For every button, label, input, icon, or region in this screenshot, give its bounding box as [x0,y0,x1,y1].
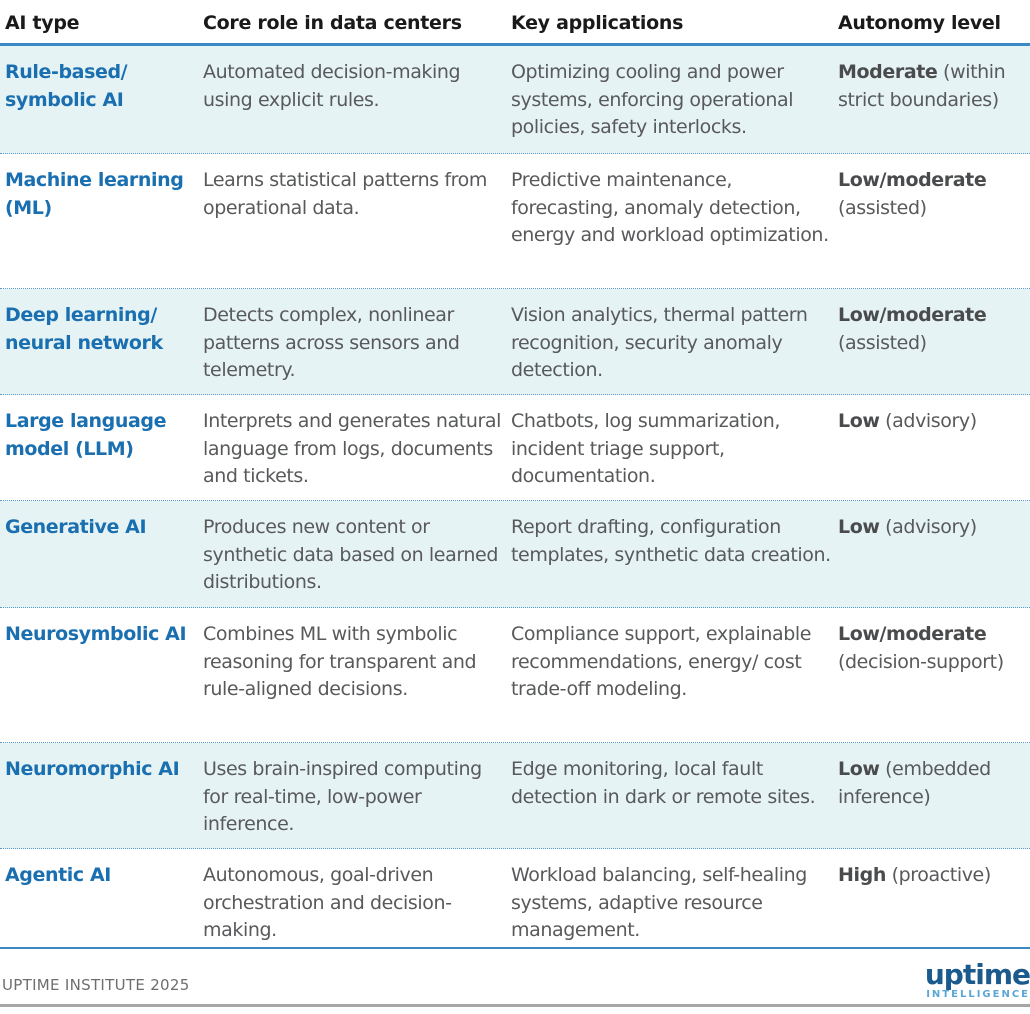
cell-ai-type: Machine learning (ML) [5,169,184,219]
cell-ai-type: Neurosymbolic AI [5,623,187,645]
cell-key-applications: Workload balancing, self-healing systems… [511,864,807,941]
cell-core-role: Uses brain-inspired computing for real-t… [203,758,482,835]
cell-key-applications: Report drafting, configuration templates… [511,516,831,566]
autonomy-note: (advisory) [879,516,977,538]
autonomy-note: (assisted) [838,331,927,354]
cell-core-role: Produces new content or synthetic data b… [203,516,498,593]
ai-types-table: AI type Core role in data centers Key ap… [0,0,1030,953]
cell-ai-type: Rule-based/ symbolic AI [5,61,128,111]
cell-core-role: Automated decision-making using explicit… [203,61,461,111]
cell-autonomy: Low (embedded inference) [838,756,1030,811]
autonomy-level: Low [838,516,880,538]
autonomy-note: (embedded inference) [838,758,991,808]
table-row: Neurosymbolic AI Combines ML with symbol… [0,608,1030,743]
cell-core-role: Detects complex, nonlinear patterns acro… [203,304,460,381]
cell-autonomy: Low (advisory) [838,408,1030,436]
autonomy-level: Low [838,410,880,432]
cell-core-role: Combines ML with symbolic reasoning for … [203,623,477,700]
autonomy-level: Low/moderate [838,169,987,191]
autonomy-level: Moderate [838,61,938,83]
table-header: AI type Core role in data centers Key ap… [0,0,1030,46]
table-row: Large language model (LLM) Interprets an… [0,395,1030,501]
cell-autonomy: Low (advisory) [838,514,1030,542]
cell-autonomy: Low/moderate (assisted) [838,302,1030,357]
cell-autonomy: Low/moderate (assisted) [838,167,1030,222]
table-bottom-rule [0,947,1030,949]
table-row: Machine learning (ML) Learns statistical… [0,154,1030,289]
autonomy-level: Low/moderate [838,304,987,326]
cell-ai-type: Agentic AI [5,864,111,886]
autonomy-note: (decision-support) [838,650,1004,673]
autonomy-level: Low/moderate [838,623,987,645]
autonomy-note: (proactive) [885,864,992,886]
cell-core-role: Autonomous, goal-driven orchestration an… [203,864,452,941]
table-row: Agentic AI Autonomous, goal-driven orche… [0,849,1030,953]
cell-core-role: Interprets and generates natural languag… [203,410,502,487]
cell-autonomy: Moderate (within strict boundaries) [838,59,1030,114]
table-row: Rule-based/ symbolic AI Automated decisi… [0,46,1030,154]
autonomy-note: (advisory) [879,410,977,432]
cell-key-applications: Optimizing cooling and power systems, en… [511,61,794,138]
cell-key-applications: Predictive maintenance, forecasting, ano… [511,169,829,246]
autonomy-note: (assisted) [838,196,927,219]
cell-key-applications: Edge monitoring, local fault detection i… [511,758,816,808]
footer-rule [0,1004,1030,1007]
cell-ai-type: Neuromorphic AI [5,758,180,780]
cell-ai-type: Deep learning/ neural network [5,304,163,354]
autonomy-note: (within strict boundaries) [838,61,1006,111]
source-credit: UPTIME INSTITUTE 2025 [2,976,190,994]
autonomy-level: Low [838,758,880,780]
logo-subtitle: INTELLIGENCE [926,989,1030,1000]
cell-ai-type: Generative AI [5,516,147,538]
cell-key-applications: Chatbots, log summarization, incident tr… [511,410,781,487]
logo-wordmark: uptime [924,958,1030,991]
header-autonomy-level: Autonomy level [838,12,1001,34]
table-row: Generative AI Produces new content or sy… [0,501,1030,608]
header-core-role: Core role in data centers [203,12,462,34]
header-key-applications: Key applications [511,12,684,34]
cell-key-applications: Compliance support, explainable recommen… [511,623,812,700]
cell-autonomy: High (proactive) [838,862,1030,890]
table-row: Deep learning/ neural network Detects co… [0,289,1030,395]
uptime-intelligence-logo: uptime INTELLIGENCE [924,958,1030,1001]
autonomy-level: High [838,864,886,886]
cell-core-role: Learns statistical patterns from operati… [203,169,487,219]
table-row: Neuromorphic AI Uses brain-inspired comp… [0,743,1030,849]
header-ai-type: AI type [5,12,80,34]
cell-key-applications: Vision analytics, thermal pattern recogn… [511,304,808,381]
cell-ai-type: Large language model (LLM) [5,410,167,460]
cell-autonomy: Low/moderate (decision-support) [838,621,1030,676]
